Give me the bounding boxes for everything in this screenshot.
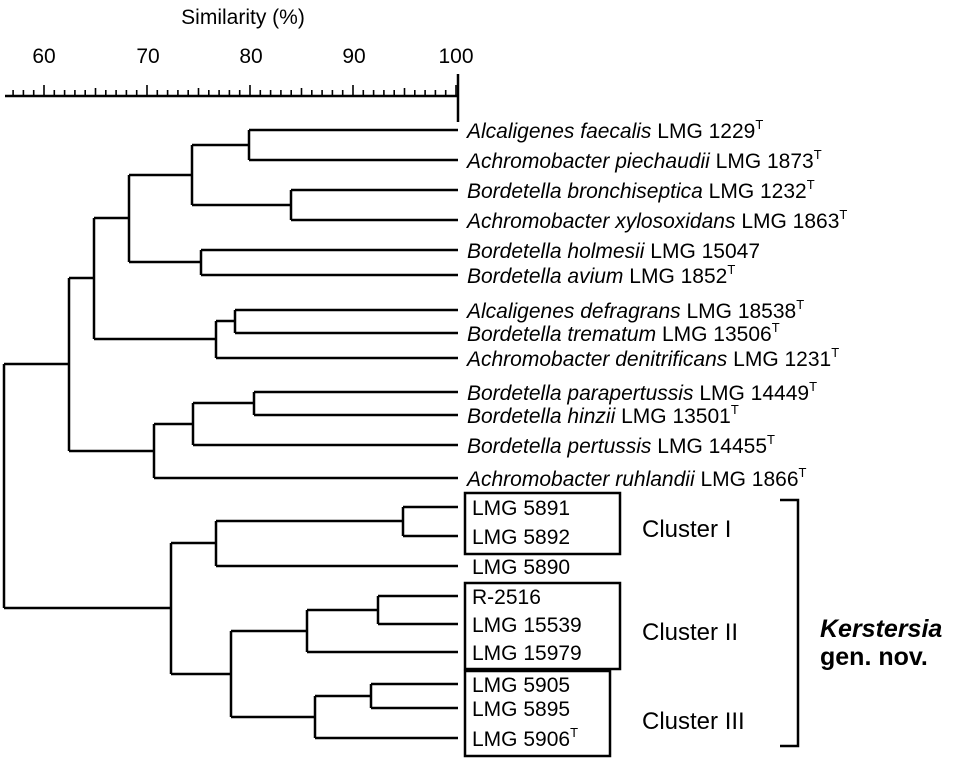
axis-tick-label: 70 <box>136 45 159 68</box>
taxon-label: Achromobacter denitrificans LMG 1231T <box>465 345 839 371</box>
genus-suffix-label: gen. nov. <box>820 643 928 671</box>
cluster-i-box <box>463 491 622 556</box>
taxon-label: Bordetella avium LMG 1852T <box>467 262 735 288</box>
taxon-label: Achromobacter piechaudii LMG 1873T <box>465 147 822 173</box>
cluster-iii-box <box>463 669 612 758</box>
strain-label: LMG 5890 <box>472 556 570 579</box>
cluster-ii-box <box>463 581 622 671</box>
axis-tick-label: 90 <box>342 45 365 68</box>
cluster-ii-label: Cluster II <box>642 619 738 646</box>
tree-branches <box>2 128 458 740</box>
strain-label: LMG 5905 <box>472 674 570 697</box>
genus-name-label: Kerstersia <box>820 615 942 643</box>
taxon-label: Achromobacter ruhlandii LMG 1866T <box>465 465 807 491</box>
dendrogram-tree <box>2 128 458 740</box>
cluster-boxes <box>463 491 622 758</box>
axis-tick-label: 100 <box>438 45 473 68</box>
taxon-label: Alcaligenes defragrans LMG 18538T <box>465 297 804 323</box>
taxon-label: Bordetella parapertussis LMG 14449T <box>467 379 817 405</box>
strain-label: LMG 15979 <box>472 642 582 665</box>
similarity-axis: Similarity (%) 60 70 80 90 100 <box>5 6 474 122</box>
axis-ticks <box>12 85 457 96</box>
strain-label: LMG 5892 <box>472 526 570 549</box>
taxon-label: Bordetella bronchiseptica LMG 1232T <box>467 177 815 203</box>
strain-label: LMG 15539 <box>472 614 582 637</box>
taxon-labels: Alcaligenes faecalis LMG 1229T Achromoba… <box>465 117 847 751</box>
strain-label: LMG 5906T <box>472 725 578 751</box>
taxon-label: Bordetella pertussis LMG 14455T <box>467 432 775 458</box>
cluster-i-label: Cluster I <box>642 516 731 543</box>
strain-label: LMG 5891 <box>472 497 570 520</box>
genus-bracket <box>780 498 800 748</box>
strain-label: LMG 5895 <box>472 698 570 721</box>
cluster-iii-label: Cluster III <box>642 708 745 735</box>
strain-label: R-2516 <box>472 586 541 609</box>
axis-tick-label: 60 <box>32 45 55 68</box>
axis-title: Similarity (%) <box>181 6 305 29</box>
taxon-label: Alcaligenes faecalis LMG 1229T <box>465 117 763 143</box>
axis-tick-label: 80 <box>239 45 262 68</box>
taxon-label: Achromobacter xylosoxidans LMG 1863T <box>465 207 847 233</box>
taxon-label: Bordetella trematum LMG 13506T <box>467 320 780 346</box>
taxon-label: Bordetella hinzii LMG 13501T <box>467 402 739 428</box>
taxon-label: Bordetella holmesii LMG 15047 <box>467 240 760 263</box>
